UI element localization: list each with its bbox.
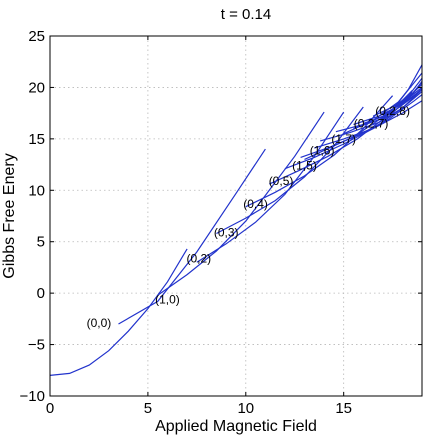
energy-curve-19 (304, 92, 413, 160)
state-label: (1,7) (331, 132, 356, 146)
chart-title: t = 0.14 (221, 6, 271, 23)
state-label: (0,4) (243, 197, 268, 211)
energy-curve-2 (157, 111, 325, 296)
energy-curve-10 (320, 91, 423, 142)
state-label: (1,0) (155, 292, 180, 306)
state-label: (0,0) (87, 316, 112, 330)
plot-frame (49, 35, 423, 397)
y-tick-label: 5 (37, 234, 45, 251)
energy-curve-18 (363, 81, 423, 124)
y-tick-label: 0 (37, 285, 45, 302)
y-tick-label: 10 (28, 182, 45, 199)
curve-group (49, 64, 423, 376)
y-tick-label: 25 (28, 28, 45, 45)
x-tick-label: 5 (144, 400, 152, 417)
state-label: (0,5) (269, 174, 294, 188)
state-label: (0,2) (186, 251, 211, 265)
x-axis-label: Applied Magnetic Field (155, 418, 317, 435)
y-tick-label: −5 (28, 337, 45, 354)
y-tick-label: −10 (20, 388, 45, 405)
annotations: (0,0) (1,0) (0,2)(0,3) (0,4)(0,5)(1,5) (1,6)… (87, 104, 410, 330)
x-tick-label: 10 (237, 400, 254, 417)
state-label: (1,5) (292, 159, 317, 173)
energy-curve-4 (216, 106, 364, 235)
x-tick-label: 0 (46, 400, 54, 417)
energy-curve-9 (314, 100, 423, 149)
x-tick-label: 15 (335, 400, 352, 417)
state-label: (0,3) (214, 226, 239, 240)
state-label: (1,6) (310, 143, 335, 157)
ticks: 0 5 10 15 −10 −5 0 5 10 15 20 25 (20, 28, 422, 417)
y-axis-label: Gibbs Free Enery (1, 153, 18, 278)
state-label: (0,2,8) (375, 104, 410, 118)
energy-curve-1 (118, 148, 266, 325)
y-tick-label: 15 (28, 131, 45, 148)
energy-curve-3 (196, 111, 345, 263)
energy-curve-20 (392, 64, 423, 111)
state-label: (0,2,7) (354, 117, 389, 131)
energy-curve-8 (300, 94, 423, 158)
grid-lines (50, 36, 422, 396)
y-tick-label: 20 (28, 79, 45, 96)
energy-curve-0 (49, 248, 188, 376)
